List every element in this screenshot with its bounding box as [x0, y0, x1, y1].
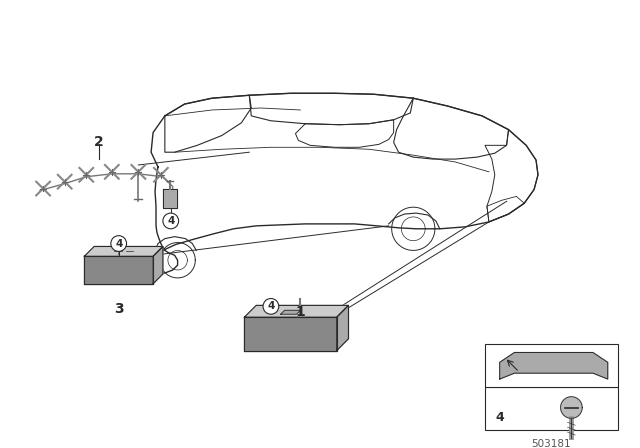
Polygon shape: [337, 306, 348, 351]
Bar: [485, 387, 618, 430]
Text: 2: 2: [94, 135, 104, 149]
Bar: [485, 344, 618, 387]
Polygon shape: [244, 306, 348, 317]
Text: 4: 4: [268, 302, 275, 311]
Polygon shape: [153, 246, 163, 284]
Polygon shape: [84, 256, 153, 284]
Text: 1: 1: [296, 305, 305, 319]
Polygon shape: [163, 189, 177, 208]
Circle shape: [111, 236, 127, 251]
Polygon shape: [281, 310, 300, 314]
Text: 4: 4: [167, 216, 175, 226]
Text: 4: 4: [495, 411, 504, 424]
Text: 3: 3: [114, 302, 124, 316]
Polygon shape: [244, 317, 337, 351]
Text: 4: 4: [115, 238, 122, 249]
Text: 503181: 503181: [531, 439, 571, 448]
Polygon shape: [561, 397, 582, 418]
Circle shape: [263, 298, 279, 314]
Polygon shape: [84, 246, 163, 256]
Polygon shape: [500, 353, 608, 379]
Circle shape: [163, 213, 179, 229]
